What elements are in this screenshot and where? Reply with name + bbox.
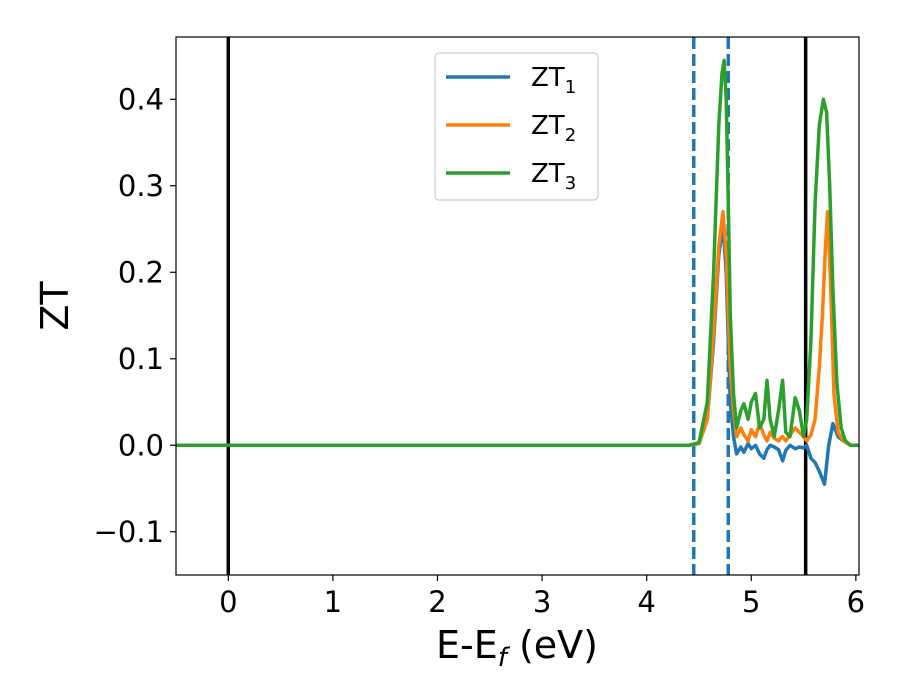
y-tick-label: 0.2 bbox=[118, 255, 164, 289]
x-tick-label: 2 bbox=[428, 585, 446, 619]
y-tick-label: −0.1 bbox=[94, 515, 164, 549]
series-line-zt3 bbox=[176, 58, 859, 448]
x-tick-label: 6 bbox=[847, 585, 865, 619]
y-tick-label: 0.1 bbox=[118, 342, 164, 376]
x-tick-label: 3 bbox=[533, 585, 551, 619]
x-tick-label: 4 bbox=[637, 585, 655, 619]
x-tick-label: 0 bbox=[219, 585, 237, 619]
legend-label-main: ZT bbox=[531, 111, 565, 141]
legend-label-3: ZT3 bbox=[531, 159, 576, 194]
legend-label-subscript: 1 bbox=[565, 77, 576, 98]
legend-label-subscript: 3 bbox=[565, 173, 576, 194]
series-layer bbox=[176, 58, 859, 486]
y-tick-label: 0.3 bbox=[118, 169, 164, 203]
legend-label-2: ZT2 bbox=[531, 111, 576, 146]
legend-label-main: ZT bbox=[531, 159, 565, 189]
plot-frame bbox=[175, 36, 860, 576]
axis-ticks: 0 1 2 3 4 5 6 −0.1 0.0 0.1 0.2 0.3 0.4 bbox=[94, 82, 866, 619]
y-axis-label: ZT bbox=[33, 281, 77, 331]
y-tick-label: 0.0 bbox=[118, 428, 164, 462]
x-tick-label: 1 bbox=[324, 585, 342, 619]
x-axis-label-main: E-E bbox=[436, 623, 498, 667]
y-tick-label: 0.4 bbox=[118, 82, 164, 116]
legend-label-subscript: 2 bbox=[565, 125, 576, 146]
legend-label-main: ZT bbox=[531, 63, 565, 93]
legend-label-1: ZT1 bbox=[531, 63, 576, 98]
x-axis-label: E-Ef (eV) bbox=[436, 623, 598, 673]
legend-box bbox=[434, 52, 599, 201]
x-tick-label: 5 bbox=[742, 585, 760, 619]
x-axis-label-units: (eV) bbox=[507, 623, 598, 667]
